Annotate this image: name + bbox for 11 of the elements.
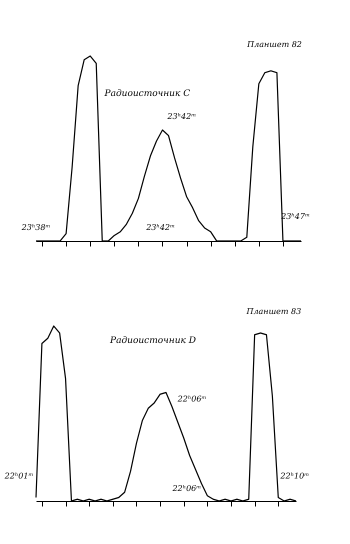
text: 22ʰ01ᵐ [4,472,34,480]
text: Планшет 83 [245,307,302,316]
annotation: 23ʰ38ᵐ [20,223,50,232]
annotation: 23ʰ42ᵐ [166,112,196,122]
text: Радиоисточник D [109,336,196,346]
annotation: 22ʰ10ᵐ [279,472,310,480]
text: Радиоисточник C [104,89,190,99]
annotation: 22ʰ06ᵐ [171,484,202,493]
text: Планшет 82 [246,40,302,49]
annotation: 23ʰ42ᵐ [145,223,176,232]
annotation: 22ʰ06ᵐ [176,394,206,404]
